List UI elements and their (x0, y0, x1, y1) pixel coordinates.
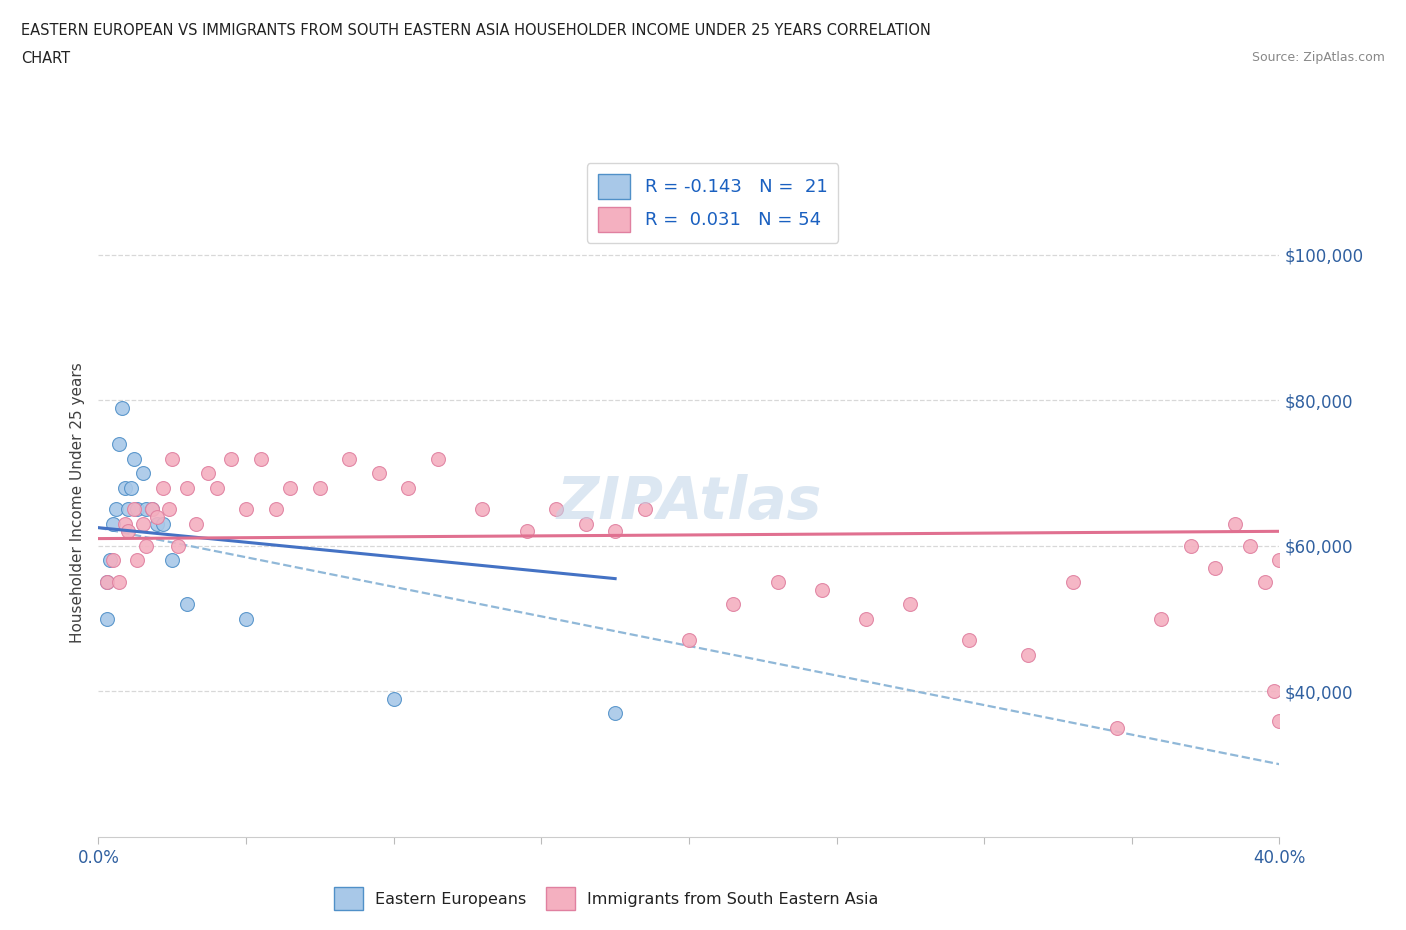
Point (605, 524, 627, 538)
Point (396, 480, 419, 495)
Point (605, 706, 627, 721)
Point (108, 575, 131, 590)
Y-axis label: Householder Income Under 25 years: Householder Income Under 25 years (69, 362, 84, 643)
Legend: Eastern Europeans, Immigrants from South Eastern Asia: Eastern Europeans, Immigrants from South… (328, 881, 886, 916)
Point (264, 502, 287, 517)
Point (135, 502, 157, 517)
Point (135, 538, 157, 553)
Point (1223, 516, 1246, 531)
Point (176, 480, 198, 495)
Point (197, 466, 219, 481)
Point (723, 597, 745, 612)
Point (103, 516, 125, 531)
Point (146, 516, 169, 531)
Point (162, 553, 183, 568)
Point (900, 597, 922, 612)
Point (132, 516, 155, 531)
Point (205, 480, 228, 495)
Point (120, 480, 142, 495)
Point (1062, 575, 1084, 590)
Point (96, 575, 118, 590)
Point (132, 466, 155, 481)
Point (368, 466, 391, 481)
Point (96, 611, 118, 626)
Point (1254, 575, 1277, 590)
Point (250, 451, 273, 466)
Text: EASTERN EUROPEAN VS IMMIGRANTS FROM SOUTH EASTERN ASIA HOUSEHOLDER INCOME UNDER : EASTERN EUROPEAN VS IMMIGRANTS FROM SOUT… (21, 23, 931, 38)
Point (427, 451, 450, 466)
Point (678, 633, 700, 648)
Point (1263, 684, 1285, 698)
Point (515, 524, 537, 538)
Point (176, 597, 198, 612)
Point (382, 691, 405, 706)
Point (766, 575, 789, 590)
Point (235, 611, 257, 626)
Point (146, 510, 169, 525)
Point (111, 400, 134, 415)
Text: ZIPAtlas: ZIPAtlas (557, 473, 821, 531)
Point (278, 480, 302, 495)
Point (959, 633, 981, 648)
Point (471, 502, 494, 517)
Point (1180, 538, 1202, 553)
Point (162, 451, 183, 466)
Point (633, 502, 655, 517)
Point (309, 480, 332, 495)
Point (108, 436, 131, 451)
Point (105, 502, 128, 517)
Point (98, 553, 121, 568)
Point (114, 480, 136, 495)
Point (235, 502, 257, 517)
Point (574, 516, 596, 531)
Point (103, 553, 125, 568)
Point (157, 502, 180, 517)
Point (1105, 721, 1128, 736)
Text: Source: ZipAtlas.com: Source: ZipAtlas.com (1251, 51, 1385, 64)
Point (141, 502, 163, 517)
Point (122, 502, 145, 517)
Point (117, 524, 139, 538)
Text: CHART: CHART (21, 51, 70, 66)
Point (125, 553, 148, 568)
Point (219, 451, 242, 466)
Point (1268, 713, 1291, 728)
Point (855, 611, 877, 626)
Point (1204, 560, 1226, 575)
Point (125, 502, 148, 517)
Point (117, 502, 139, 517)
Point (546, 502, 568, 517)
Point (184, 516, 207, 531)
Point (96, 575, 118, 590)
Point (1017, 647, 1039, 662)
Point (810, 582, 832, 597)
Point (1239, 538, 1261, 553)
Point (339, 451, 360, 466)
Point (152, 480, 174, 495)
Point (152, 516, 174, 531)
Point (167, 538, 190, 553)
Point (114, 516, 136, 531)
Point (1150, 611, 1173, 626)
Point (122, 451, 145, 466)
Point (1268, 553, 1291, 568)
Point (141, 502, 163, 517)
